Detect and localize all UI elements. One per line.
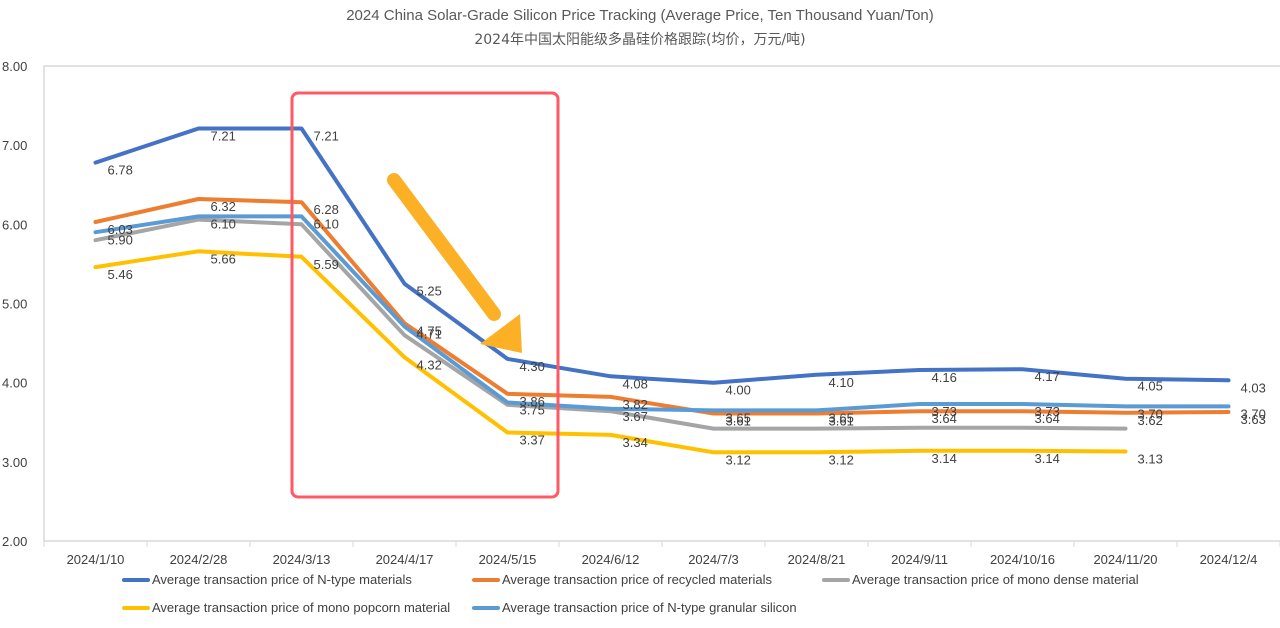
legend-label: Average transaction price of mono popcor… — [152, 600, 451, 615]
legend-label: Average transaction price of N-type gran… — [502, 600, 797, 615]
data-label: 3.64 — [1035, 411, 1060, 426]
series-line-granular — [93, 214, 1231, 413]
data-labels: 6.78 7.21 7.21 5.25 4.30 4.08 4.00 4.10 4.16 4.17… — [108, 129, 1266, 468]
data-label: 3.63 — [1241, 412, 1266, 427]
legend-swatch-icon — [472, 605, 500, 610]
data-label: 3.73 — [932, 404, 957, 419]
data-label: 6.28 — [314, 202, 339, 217]
series-line-recycled — [93, 197, 1231, 416]
data-label: 3.13 — [1138, 452, 1163, 467]
x-tick-label: 2024/3/13 — [273, 552, 331, 567]
legend-item-mono-popcorn: Average transaction price of mono popcor… — [122, 600, 450, 615]
legend-label: Average transaction price of mono dense … — [852, 572, 1139, 587]
data-label: 3.14 — [1035, 451, 1060, 466]
data-label: 3.70 — [1138, 406, 1163, 421]
data-label: 7.21 — [314, 129, 339, 144]
plot-border — [43, 65, 1280, 541]
data-label: 3.65 — [829, 410, 854, 425]
data-label: 4.75 — [417, 323, 442, 338]
y-tick-label: 6.00 — [2, 217, 27, 232]
data-label: 4.71 — [417, 326, 442, 341]
data-label: 4.00 — [726, 383, 751, 398]
x-tick-label: 2024/2/28 — [170, 552, 228, 567]
y-tick-label: 2.00 — [2, 534, 27, 549]
data-label: 6.10 — [211, 216, 236, 231]
series-lines — [93, 126, 1231, 455]
data-label: 3.61 — [829, 414, 854, 429]
legend-item-mono-dense: Average transaction price of mono dense … — [822, 572, 1139, 587]
data-label: 5.66 — [211, 251, 236, 266]
data-label: 6.10 — [314, 216, 339, 231]
data-label: 4.16 — [932, 370, 957, 385]
data-label: 7.21 — [211, 129, 236, 144]
legend-label: Average transaction price of N-type mate… — [152, 572, 412, 587]
x-tick-label: 2024/4/17 — [376, 552, 434, 567]
data-label: 3.37 — [520, 433, 545, 448]
highlight-box — [290, 91, 560, 499]
annotations — [290, 91, 560, 499]
x-tick-label: 2024/10/16 — [990, 552, 1055, 567]
data-label: 5.46 — [108, 267, 133, 282]
data-label: 3.82 — [623, 397, 648, 412]
data-label: 3.67 — [623, 409, 648, 424]
legend-item-n-type: Average transaction price of N-type mate… — [122, 572, 412, 587]
legend-item-granular: Average transaction price of N-type gran… — [472, 600, 797, 615]
data-label: 3.14 — [932, 451, 957, 466]
data-label: 3.75 — [520, 402, 545, 417]
data-label: 6.78 — [108, 163, 133, 178]
data-label: 5.59 — [314, 257, 339, 272]
y-tick-label: 8.00 — [2, 59, 27, 74]
data-label: 4.17 — [1035, 369, 1060, 384]
data-label: 4.10 — [829, 375, 854, 390]
y-tick-label: 3.00 — [2, 455, 27, 470]
series-line-n-type — [93, 126, 1231, 385]
series-line-mono-dense — [93, 217, 1128, 431]
data-label: 3.65 — [726, 410, 751, 425]
data-label: 3.12 — [829, 452, 854, 467]
y-tick-label: 4.00 — [2, 376, 27, 391]
data-label: 3.73 — [1035, 404, 1060, 419]
x-tick-label: 2024/5/15 — [479, 552, 537, 567]
x-tick-label: 2024/1/10 — [67, 552, 125, 567]
data-label: 4.32 — [417, 357, 442, 372]
y-tick-label: 7.00 — [2, 138, 27, 153]
data-label: 4.30 — [520, 359, 545, 374]
legend-item-recycled: Average transaction price of recycled ma… — [472, 572, 772, 587]
data-label: 3.62 — [1138, 413, 1163, 428]
chart-title-chinese: 2024年中国太阳能级多晶硅价格跟踪(均价，万元/吨) — [474, 32, 806, 48]
series-line-mono-popcorn — [93, 249, 1128, 455]
data-label: 4.03 — [1241, 380, 1266, 395]
data-label: 5.90 — [108, 232, 133, 247]
data-label: 3.70 — [1241, 406, 1266, 421]
legend-swatch-icon — [822, 577, 850, 582]
x-tick-label: 2024/9/11 — [891, 552, 948, 567]
data-label: 3.34 — [623, 435, 648, 450]
legend-swatch-icon — [122, 605, 150, 610]
legend-label: Average transaction price of recycled ma… — [502, 572, 772, 587]
x-tick-label: 2024/12/4 — [1200, 552, 1258, 567]
data-label: 5.25 — [417, 284, 442, 299]
data-label: 3.12 — [726, 452, 751, 467]
x-tick-label: 2024/7/3 — [688, 552, 739, 567]
legend-swatch-icon — [122, 577, 150, 582]
x-tick-label: 2024/8/21 — [788, 552, 846, 567]
chart-title-english: 2024 China Solar-Grade Silicon Price Tra… — [346, 7, 934, 24]
data-label: 4.05 — [1138, 379, 1163, 394]
data-label: 3.64 — [932, 411, 957, 426]
legend-swatch-icon — [472, 577, 500, 582]
x-tick-label: 2024/11/20 — [1093, 552, 1157, 567]
data-label: 6.03 — [108, 222, 133, 237]
data-label: 3.61 — [726, 414, 751, 429]
y-axis: 2.00 3.00 4.00 5.00 6.00 7.00 8.00 — [2, 59, 27, 549]
data-label: 6.32 — [211, 199, 236, 214]
down-arrow-icon — [387, 173, 522, 353]
data-label: 3.86 — [520, 394, 545, 409]
x-tick-label: 2024/6/12 — [582, 552, 640, 567]
y-tick-label: 5.00 — [2, 297, 27, 312]
data-label: 4.08 — [623, 376, 648, 391]
x-axis: 2024/1/10 2024/2/28 2024/3/13 2024/4/17 2024… — [43, 541, 1280, 567]
